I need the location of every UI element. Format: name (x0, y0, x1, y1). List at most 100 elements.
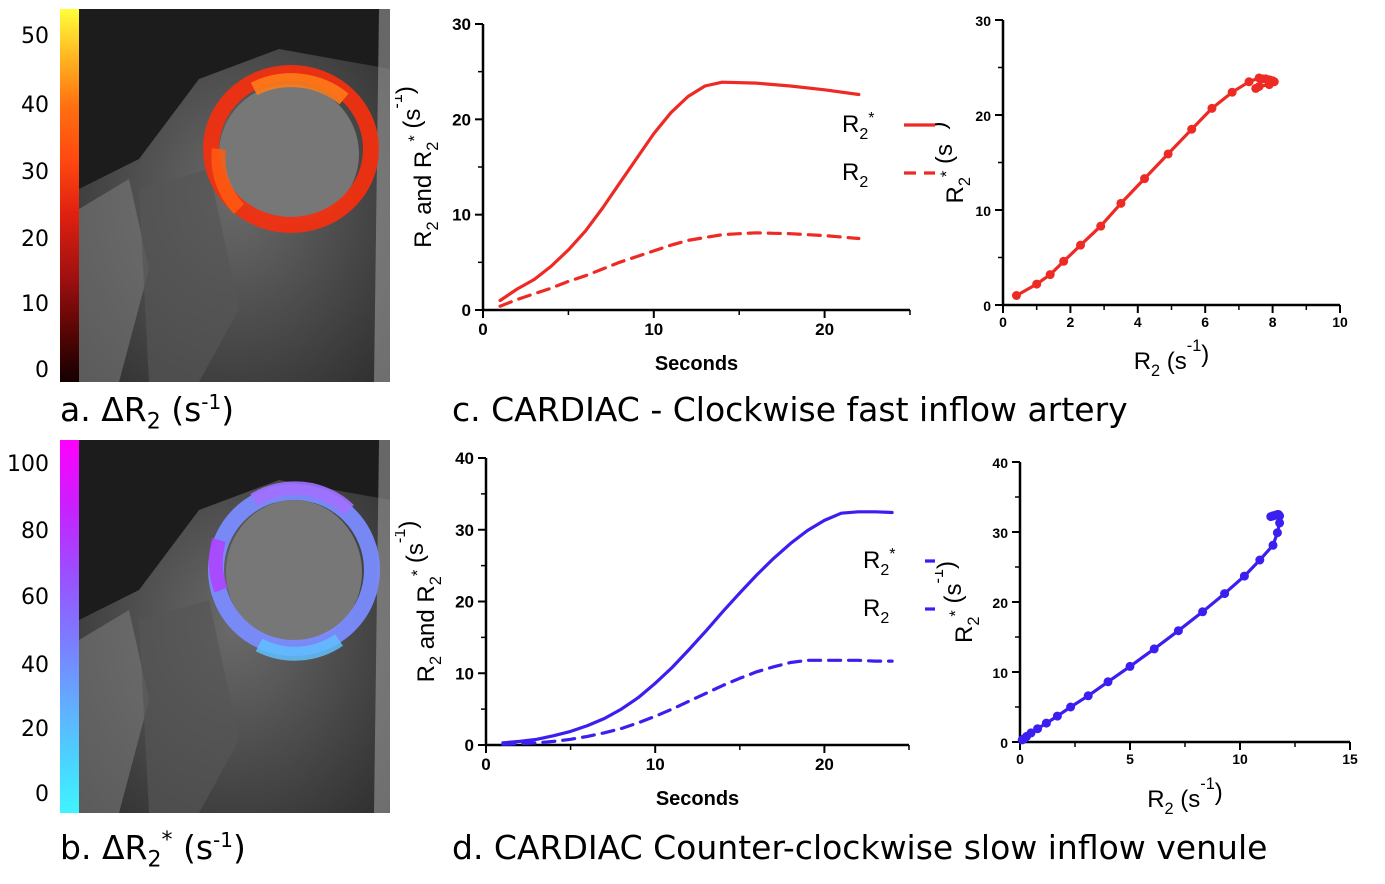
data-point (1033, 724, 1043, 734)
colorbar-b-ticks: 100 80 60 40 20 0 (0, 440, 55, 830)
data-point (1268, 540, 1278, 550)
caption-b-star: * (161, 828, 173, 853)
label-part: and R (410, 151, 437, 222)
caption-d: d. CARDIAC Counter-clockwise slow inflow… (452, 828, 1268, 867)
y-tick-label: 40 (455, 449, 474, 468)
y-tick-label: 20 (975, 108, 991, 124)
label-part: -1 (1187, 337, 1202, 355)
colorbar-a-tick: 40 (21, 93, 49, 118)
legend-label: R2 (842, 159, 868, 191)
y-tick-label: 20 (992, 595, 1008, 611)
label-part: 2 (424, 142, 442, 151)
x-tick-label: 0 (478, 320, 487, 339)
series-line-dashed (498, 231, 861, 308)
colorbar-a-tick: 0 (35, 358, 49, 383)
y-tick-label: 30 (455, 521, 474, 540)
mri-image-a-svg (79, 9, 390, 382)
data-point (1066, 702, 1076, 712)
data-point (1264, 80, 1274, 90)
x-tick-label: 2 (1067, 314, 1075, 330)
y-tick-label: 0 (465, 736, 474, 755)
x-tick-label: 20 (815, 320, 834, 339)
caption-a-unit: (s (171, 390, 202, 429)
data-point (1045, 270, 1055, 280)
data-point (1163, 149, 1173, 159)
label-part: 2 (1165, 800, 1174, 818)
label-part: -1 (395, 94, 406, 109)
label-part: 2 (1151, 362, 1160, 380)
label-part: -1 (935, 569, 947, 584)
series-line (501, 510, 894, 745)
label-part: (s (1174, 786, 1201, 813)
legend-main: R (842, 111, 859, 138)
data-point (1266, 512, 1276, 522)
label-part: (s (1160, 348, 1187, 375)
label-part: R (1134, 348, 1151, 375)
label-part: * (938, 170, 956, 177)
y-tick-label: 40 (992, 455, 1008, 471)
data-point (1125, 661, 1135, 671)
data-point (1187, 124, 1197, 134)
label-part: (s (940, 584, 967, 611)
series-line (498, 80, 861, 303)
x-tick-label: 10 (1232, 751, 1248, 767)
ring-a (203, 65, 379, 233)
colorbar-b-tick: 80 (21, 519, 49, 544)
x-axis-label: R2 (s-1) (1147, 775, 1223, 818)
label-part: ) (395, 521, 422, 529)
data-point (1239, 571, 1249, 581)
x-tick-label: 6 (1201, 314, 1209, 330)
y-tick-label: 30 (992, 525, 1008, 541)
caption-a: a. ΔR2 (s-1) (60, 390, 234, 435)
label-part: 2 (424, 221, 442, 230)
label-part: ) (935, 122, 951, 130)
data-point (1207, 103, 1217, 113)
caption-b-close: ) (232, 828, 246, 867)
data-point (1244, 77, 1254, 87)
data-point (1076, 240, 1086, 250)
legend-sub: 2 (880, 610, 889, 627)
x-axis-label: Seconds (656, 788, 739, 810)
x-tick-label: 0 (481, 755, 490, 774)
label-part: ) (935, 561, 960, 569)
y-tick-label: 0 (1000, 735, 1008, 751)
y-tick-label: 10 (975, 203, 991, 219)
y-tick-label: 20 (452, 110, 471, 129)
x-tick-label: 10 (644, 320, 663, 339)
legend-sub: 2 (859, 126, 868, 143)
x-tick-label: 0 (1016, 751, 1024, 767)
x-tick-label: 15 (1342, 751, 1358, 767)
y-tick-label: 10 (452, 206, 471, 225)
legend-label: R2* (863, 546, 895, 579)
legend-sup: * (889, 546, 895, 563)
label-part: -1 (395, 529, 409, 544)
colorbar-a (60, 9, 79, 382)
y-axis-label: R2* (s-1) (935, 561, 983, 643)
label-part: and R (413, 585, 440, 656)
y-tick-label: 30 (452, 15, 471, 34)
data-point (1255, 555, 1265, 565)
legend-main: R (842, 159, 859, 186)
data-point (1032, 279, 1042, 289)
caption-a-close: ) (221, 390, 235, 429)
caption-b-sub: 2 (147, 847, 162, 873)
colorbar-a-ticks: 50 40 30 20 10 0 (0, 0, 55, 390)
caption-a-prefix: a. (60, 390, 102, 429)
label-part: 2 (427, 656, 445, 665)
x-tick-label: 10 (1332, 314, 1348, 330)
label-part: -1 (935, 130, 938, 145)
mri-image-b (79, 440, 390, 813)
x-tick-label: 10 (646, 755, 665, 774)
data-point (1026, 728, 1036, 738)
label-part: R (410, 231, 437, 248)
data-point (1096, 221, 1106, 231)
label-part: R (413, 665, 440, 682)
colorbar-b-tick: 40 (21, 653, 49, 678)
legend-sub: 2 (859, 174, 868, 191)
caption-c: c. CARDIAC - Clockwise fast inflow arter… (452, 390, 1128, 429)
label-part: 2 (956, 177, 974, 186)
data-point (1041, 718, 1051, 728)
